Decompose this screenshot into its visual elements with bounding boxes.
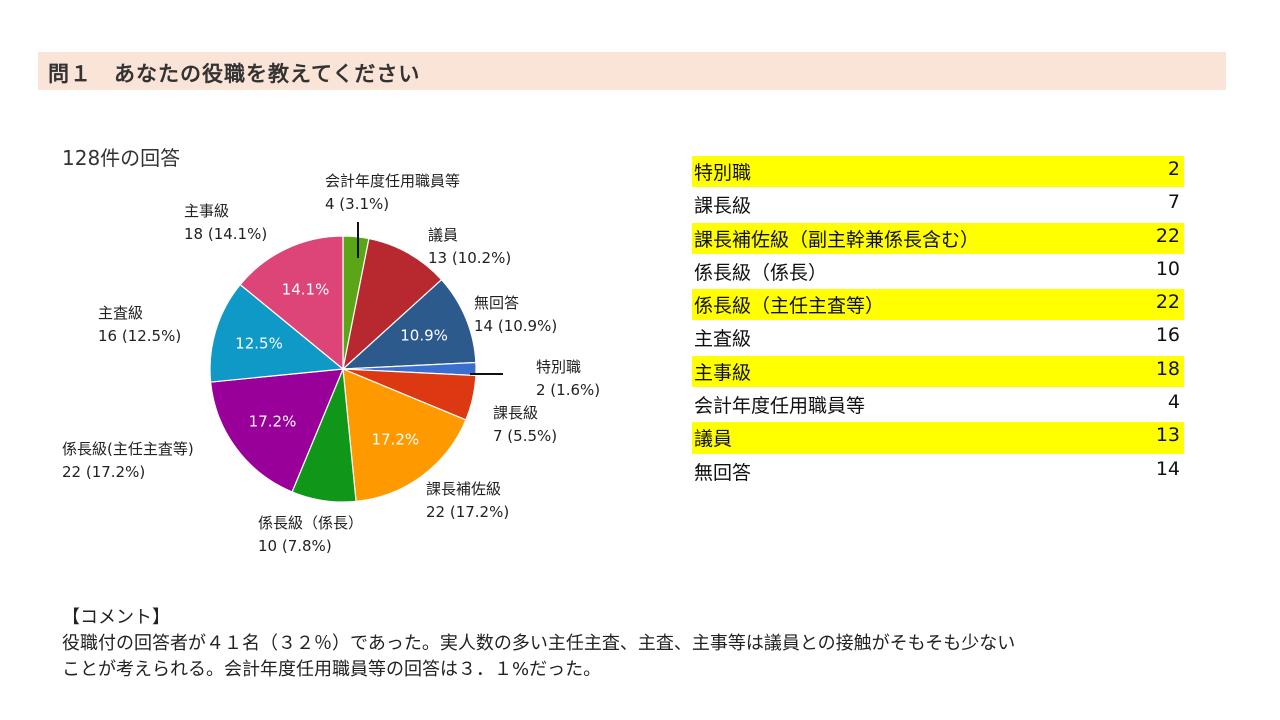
callout-value: 16 (12.5%)	[98, 327, 181, 345]
table-row-label: 係長級（主任主査等）	[694, 295, 885, 318]
callout-value: 22 (17.2%)	[426, 503, 509, 521]
callout-category: 会計年度任用職員等	[325, 172, 460, 190]
callout-value: 13 (10.2%)	[428, 249, 511, 267]
table-row: 課長補佐級（副主幹兼係長含む） 22	[692, 222, 1184, 254]
slice-percent-label: 17.2%	[249, 412, 297, 430]
pie-slice	[341, 278, 477, 370]
table-row-value: 7	[1167, 191, 1180, 214]
table-row: 主事級 18	[692, 355, 1184, 388]
callout-category: 課長級	[493, 404, 538, 422]
summary-table: 特別職 2 課長級 7 課長補佐級（副主幹兼係長含む） 22 係長級（係長） 10 係長級（主任…	[692, 156, 1184, 489]
callout-value: 18 (14.1%)	[184, 225, 267, 243]
table-row-label: 特別職	[694, 162, 752, 184]
table-row: 係長級（主任主査等） 22	[692, 289, 1184, 321]
table-row-value: 2	[1167, 158, 1180, 180]
callout-value: 10 (7.8%)	[258, 537, 332, 555]
table-row-label: 無回答	[694, 461, 752, 484]
callout-category: 係長級（係長）	[258, 514, 363, 532]
table-row: 無回答 14	[692, 456, 1184, 487]
slice-percent-label: 10.9%	[400, 326, 448, 344]
callout-value: 4 (3.1%)	[325, 195, 389, 213]
pie-slice	[342, 237, 443, 371]
table-row-value: 22	[1155, 291, 1180, 314]
table-row-label: 主事級	[694, 361, 752, 384]
callout-category: 主査級	[98, 304, 143, 322]
table-row-label: 課長級	[694, 195, 752, 218]
table-row-value: 4	[1167, 391, 1180, 414]
page-title: 問１ あなたの役職を教えてください	[48, 62, 421, 86]
callout-category: 主事級	[184, 202, 229, 220]
table-row: 特別職 2	[692, 156, 1184, 188]
callout-value: 14 (10.9%)	[474, 317, 557, 335]
table-row: 議員 13	[692, 422, 1184, 454]
table-row-label: 課長補佐級（副主幹兼係長含む）	[694, 228, 980, 251]
table-row: 主査級 16	[692, 322, 1184, 353]
slice-percent-label: 17.2%	[371, 431, 419, 449]
callout-category: 議員	[428, 226, 458, 244]
table-row-label: 主査級	[694, 328, 752, 351]
table-row-value: 10	[1155, 257, 1180, 280]
callout-value: 2 (1.6%)	[536, 381, 600, 399]
pie-slice	[209, 283, 345, 383]
callout-value: 7 (5.5%)	[493, 427, 557, 445]
comment-line-1: 役職付の回答者が４１名（３２％）であった。実人数の多い主任主査、主査、主事等は議…	[62, 633, 1016, 654]
pie-slice	[342, 368, 467, 503]
title-bar: 問１ あなたの役職を教えてください	[38, 52, 1226, 90]
table-row-value: 22	[1155, 224, 1180, 247]
response-count: 128件の回答	[62, 146, 181, 170]
callout-category: 課長補佐級	[426, 480, 501, 498]
callout-category: 無回答	[474, 294, 519, 312]
comment-heading: 【コメント】	[62, 607, 170, 628]
table-row-value: 18	[1155, 357, 1180, 380]
table-row: 係長級（係長） 10	[692, 256, 1184, 287]
callout-value: 22 (17.2%)	[62, 463, 145, 481]
table-row-value: 16	[1155, 324, 1180, 347]
pie-chart: 10.9% 17.2% 17.2% 12.5% 14.1% 会計年度任用職員等 4 (3.1…	[62, 172, 600, 555]
table-row: 課長級 7	[692, 189, 1184, 220]
comment-line-2: ことが考えられる。会計年度任用職員等の回答は３．１%だった。	[62, 659, 602, 680]
table-row-label: 会計年度任用職員等	[694, 395, 866, 418]
callout-category: 特別職	[536, 358, 581, 376]
slice-percent-label: 14.1%	[282, 281, 330, 299]
pie-slice	[239, 235, 344, 371]
comment-block: 【コメント】 役職付の回答者が４１名（３２％）であった。実人数の多い主任主査、主…	[62, 605, 1212, 683]
table-row-label: 係長級（係長）	[694, 261, 828, 284]
pie-slice	[209, 368, 344, 493]
table-row-value: 13	[1155, 424, 1180, 447]
table-row: 会計年度任用職員等 4	[692, 389, 1184, 420]
table-row-label: 議員	[694, 428, 733, 451]
slice-percent-label: 12.5%	[235, 335, 283, 353]
table-row-value: 14	[1155, 457, 1180, 480]
callout-category: 係長級(主任主査等)	[62, 440, 194, 458]
